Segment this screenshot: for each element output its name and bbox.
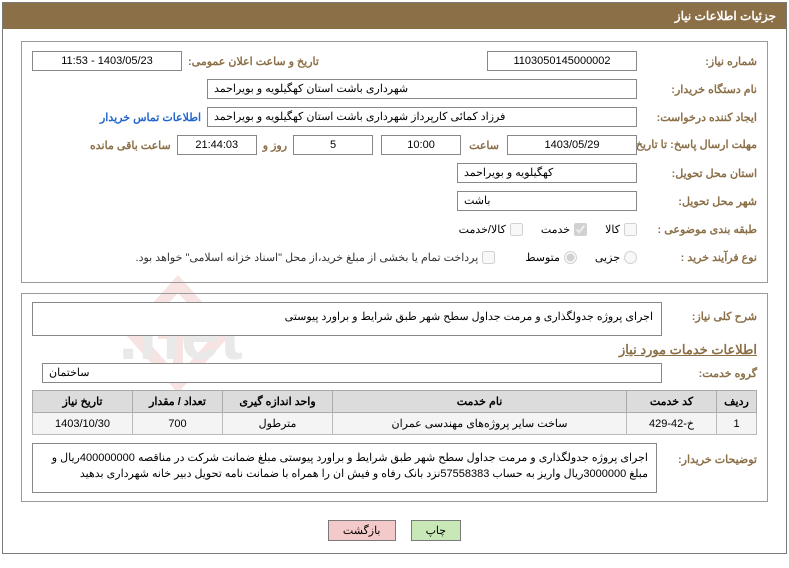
process-label: نوع فرآیند خرید : bbox=[637, 251, 757, 264]
cell-idx: 1 bbox=[717, 413, 757, 435]
announce-label: تاریخ و ساعت اعلان عمومی: bbox=[182, 55, 319, 68]
back-button[interactable]: بازگشت bbox=[328, 520, 396, 541]
group-field: ساختمان bbox=[42, 363, 662, 383]
content: AriaTender.net شماره نیاز: 1103050145000… bbox=[3, 29, 786, 553]
services-section: شرح کلی نیاز: اجرای پروژه جدولگذاری و مر… bbox=[21, 293, 768, 502]
opt-goods-service[interactable]: کالا/خدمت bbox=[459, 223, 523, 236]
deadline-label: مهلت ارسال پاسخ: تا تاریخ: bbox=[637, 139, 757, 151]
group-label: گروه خدمت: bbox=[662, 367, 757, 380]
cell-unit: مترطول bbox=[223, 413, 333, 435]
table-row: 1 خ-42-429 ساخت سایر پروژه‌های مهندسی عم… bbox=[33, 413, 757, 435]
contact-link[interactable]: اطلاعات تماس خریدار bbox=[100, 111, 207, 124]
province-label: استان محل تحویل: bbox=[637, 167, 757, 180]
cell-qty: 700 bbox=[133, 413, 223, 435]
deadline-date-field: 1403/05/29 bbox=[507, 135, 637, 155]
info-section: شماره نیاز: 1103050145000002 تاریخ و ساع… bbox=[21, 41, 768, 283]
table-header-row: ردیف کد خدمت نام خدمت واحد اندازه گیری ت… bbox=[33, 391, 757, 413]
overall-desc-box: اجرای پروژه جدولگذاری و مرمت جداول سطح ش… bbox=[32, 302, 662, 336]
th-idx: ردیف bbox=[717, 391, 757, 413]
cell-name: ساخت سایر پروژه‌های مهندسی عمران bbox=[333, 413, 627, 435]
buyer-note-box: اجرای پروژه جدولگذاری و مرمت جداول سطح ش… bbox=[32, 443, 657, 493]
buyer-note-label: توضیحات خریدار: bbox=[657, 443, 757, 466]
opt-goods[interactable]: کالا bbox=[605, 223, 637, 236]
th-qty: تعداد / مقدار bbox=[133, 391, 223, 413]
th-date: تاریخ نیاز bbox=[33, 391, 133, 413]
payment-note-text: پرداخت تمام یا بخشی از مبلغ خرید،از محل … bbox=[136, 251, 479, 264]
days-field: 5 bbox=[293, 135, 373, 155]
category-label: طبقه بندی موضوعی : bbox=[637, 223, 757, 236]
button-row: چاپ بازگشت bbox=[21, 512, 768, 545]
creator-label: ایجاد کننده درخواست: bbox=[637, 111, 757, 124]
deadline-time-field: 10:00 bbox=[381, 135, 461, 155]
announce-field: 1403/05/23 - 11:53 bbox=[32, 51, 182, 71]
creator-field: فرزاد کمائی کارپرداز شهرداری باشت استان … bbox=[207, 107, 637, 127]
days-label: روز و bbox=[257, 139, 293, 152]
buyer-org-label: نام دستگاه خریدار: bbox=[637, 83, 757, 96]
time-label: ساعت bbox=[461, 139, 507, 152]
buyer-org-field: شهرداری باشت استان کهگیلویه و بویراحمد bbox=[207, 79, 637, 99]
need-no-field: 1103050145000002 bbox=[487, 51, 637, 71]
city-field: باشت bbox=[457, 191, 637, 211]
services-table: ردیف کد خدمت نام خدمت واحد اندازه گیری ت… bbox=[32, 390, 757, 435]
remain-label: ساعت باقی مانده bbox=[84, 139, 177, 152]
th-name: نام خدمت bbox=[333, 391, 627, 413]
print-button[interactable]: چاپ bbox=[411, 520, 462, 541]
cell-date: 1403/10/30 bbox=[33, 413, 133, 435]
th-unit: واحد اندازه گیری bbox=[223, 391, 333, 413]
opt-service[interactable]: خدمت bbox=[541, 223, 587, 236]
hours-field: 21:44:03 bbox=[177, 135, 257, 155]
province-field: کهگیلویه و بویراحمد bbox=[457, 163, 637, 183]
cell-code: خ-42-429 bbox=[627, 413, 717, 435]
panel-title: جزئیات اطلاعات نیاز bbox=[3, 3, 786, 29]
services-heading: اطلاعات خدمات مورد نیاز bbox=[32, 342, 757, 358]
payment-note-check[interactable]: پرداخت تمام یا بخشی از مبلغ خرید،از محل … bbox=[136, 251, 496, 264]
main-panel: جزئیات اطلاعات نیاز AriaTender.net شماره… bbox=[2, 2, 787, 554]
need-no-label: شماره نیاز: bbox=[637, 55, 757, 68]
process-options: جزیی متوسط bbox=[525, 251, 637, 264]
city-label: شهر محل تحویل: bbox=[637, 195, 757, 208]
opt-medium[interactable]: متوسط bbox=[525, 251, 577, 264]
overall-desc-label: شرح کلی نیاز: bbox=[662, 302, 757, 323]
th-code: کد خدمت bbox=[627, 391, 717, 413]
category-options: کالا خدمت کالا/خدمت bbox=[459, 223, 637, 236]
opt-minor[interactable]: جزیی bbox=[595, 251, 637, 264]
